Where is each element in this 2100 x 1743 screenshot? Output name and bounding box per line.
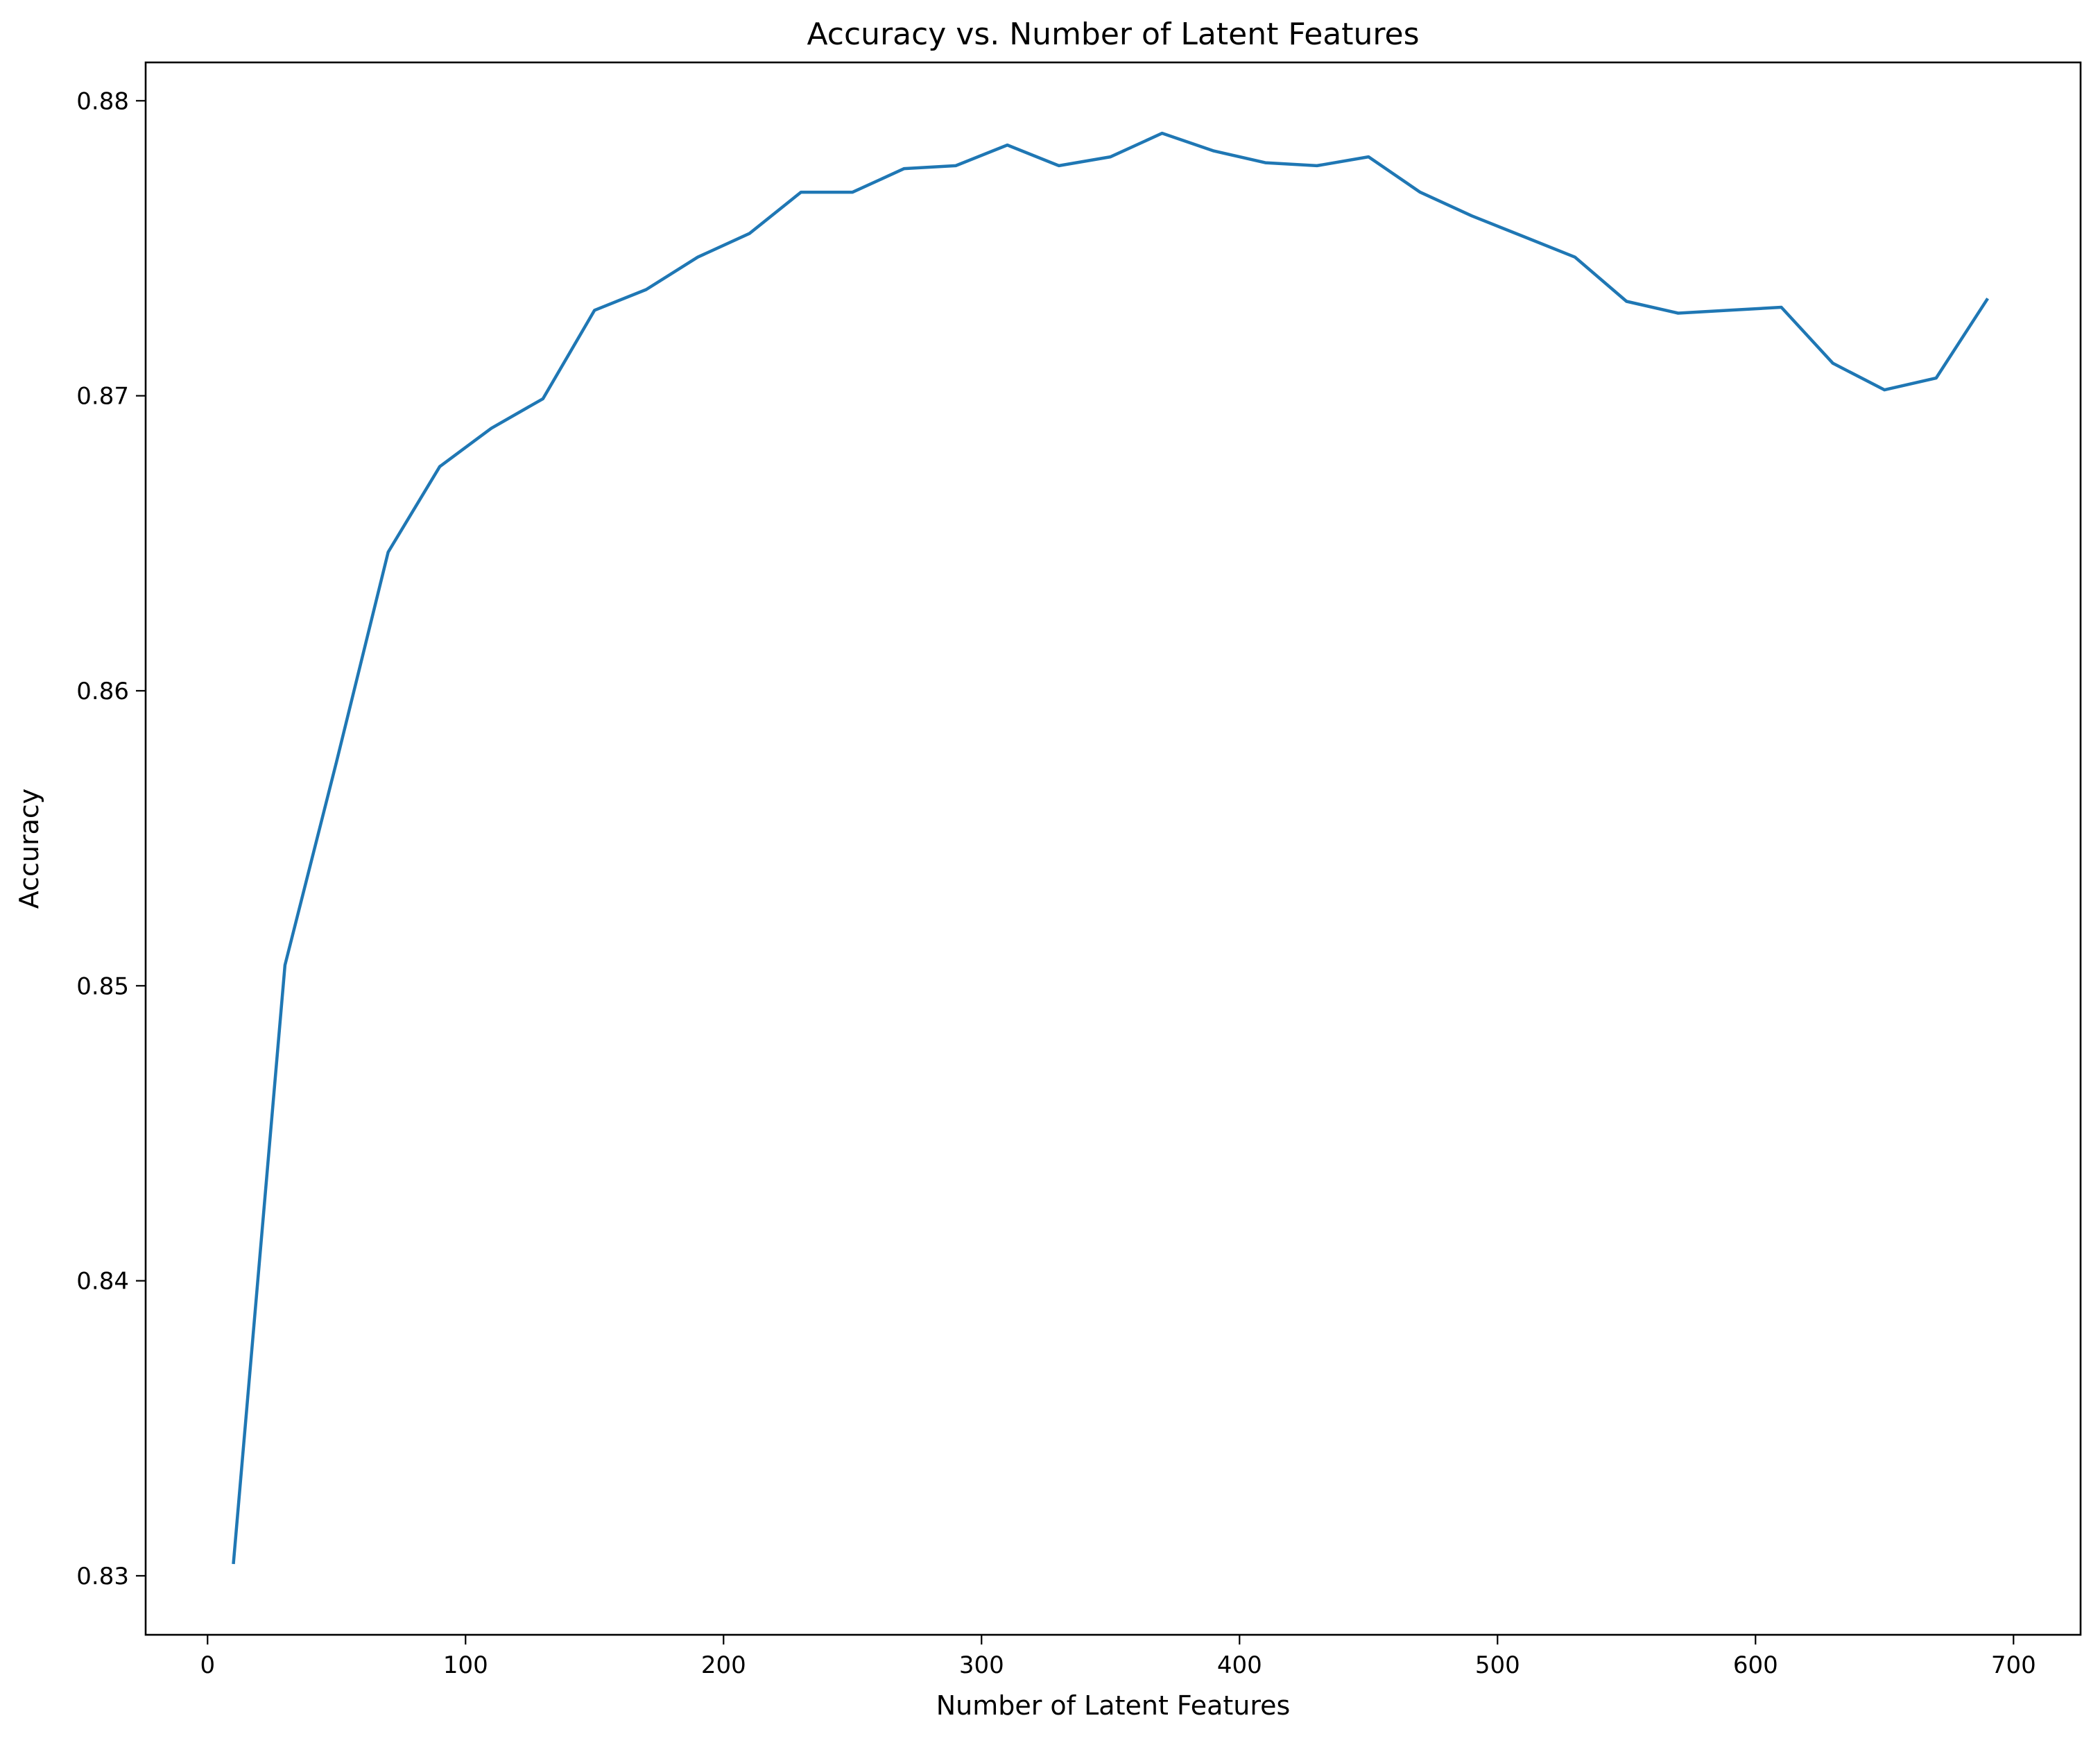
x-tick-label: 700 — [1991, 1651, 2036, 1679]
plot-area — [232, 131, 1989, 1565]
y-tick-label: 0.84 — [76, 1268, 129, 1296]
y-tick-label: 0.83 — [76, 1563, 129, 1590]
y-tick-label: 0.86 — [76, 678, 129, 705]
y-tick-label: 0.88 — [76, 87, 129, 115]
y-axis-ticks: 0.83 0.84 0.85 0.86 0.87 0.88 — [76, 87, 146, 1590]
series-line-0 — [232, 131, 1989, 1565]
y-tick-label: 0.85 — [76, 972, 129, 1000]
x-tick-label: 0 — [200, 1651, 215, 1679]
axes-frame — [144, 61, 2082, 1636]
x-tick-label: 400 — [1217, 1651, 1262, 1679]
y-tick-label: 0.87 — [76, 383, 129, 411]
x-tick-label: 600 — [1733, 1651, 1778, 1679]
x-axis-ticks: 0 100 200 300 400 500 600 700 — [200, 1635, 2036, 1679]
chart-title: Accuracy vs. Number of Latent Features — [807, 17, 1419, 52]
x-tick-label: 100 — [443, 1651, 488, 1679]
x-tick-label: 300 — [959, 1651, 1004, 1679]
x-tick-label: 500 — [1475, 1651, 1520, 1679]
x-axis-label: Number of Latent Features — [936, 1690, 1291, 1721]
x-tick-label: 200 — [701, 1651, 746, 1679]
y-axis-label: Accuracy — [14, 789, 44, 909]
